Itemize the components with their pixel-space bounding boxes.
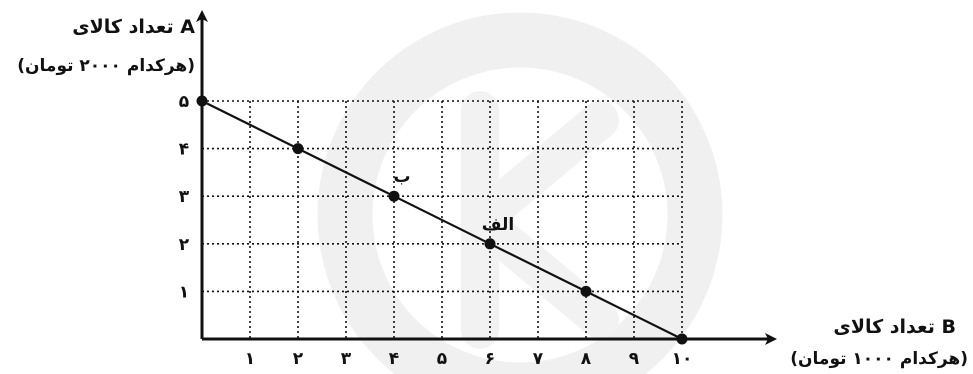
y-tick-label: ۳ — [179, 187, 190, 207]
data-point — [196, 95, 208, 107]
data-point — [484, 238, 496, 250]
tick-labels: ۱ ۲ ۳ ۴ ۵ ۶ ۷ ۸ ۹ ۱۰ ۱ ۲ ۳ ۴ ۵ — [179, 92, 693, 369]
watermark-logo — [317, 12, 723, 374]
x-tick-label: ۸ — [581, 349, 592, 369]
x-axis-label-line2: (هرکدام ۱۰۰۰ تومان) — [790, 349, 968, 369]
x-axis-title: تعداد کالای B (هرکدام ۱۰۰۰ تومان) — [790, 316, 968, 369]
point-label: الف — [482, 215, 514, 235]
y-axis-label-line1: تعداد کالای A — [72, 16, 195, 38]
x-tick-label: ۶ — [485, 349, 495, 369]
x-tick-label: ۳ — [341, 349, 352, 369]
point-label: ب — [393, 167, 410, 187]
x-tick-label: ۵ — [437, 349, 447, 369]
watermark-ring — [317, 12, 723, 374]
y-tick-label: ۵ — [179, 92, 189, 112]
x-tick-label: ۹ — [629, 349, 640, 369]
budget-line — [201, 100, 683, 340]
series-layer: ب الف — [196, 95, 688, 345]
data-point — [292, 143, 304, 155]
y-axis-title: تعداد کالای A (هرکدام ۲۰۰۰ تومان) — [17, 16, 195, 76]
x-tick-label: ۷ — [533, 349, 544, 369]
grid — [202, 100, 683, 339]
x-tick-label: ۱۰ — [672, 349, 693, 369]
x-tick-label: ۱ — [245, 349, 255, 369]
y-axis-label-line2: (هرکدام ۲۰۰۰ تومان) — [17, 56, 195, 76]
x-tick-label: ۲ — [293, 349, 304, 369]
axes — [196, 10, 777, 345]
y-tick-label: ۲ — [179, 235, 190, 255]
data-point — [580, 285, 592, 297]
watermark-k-shape — [461, 91, 619, 349]
y-tick-label: ۱ — [179, 282, 189, 302]
x-axis-label-line1: تعداد کالای B — [833, 316, 956, 338]
data-point — [388, 190, 400, 202]
x-tick-label: ۴ — [389, 349, 399, 369]
y-tick-label: ۴ — [179, 140, 189, 160]
data-point — [676, 333, 688, 345]
